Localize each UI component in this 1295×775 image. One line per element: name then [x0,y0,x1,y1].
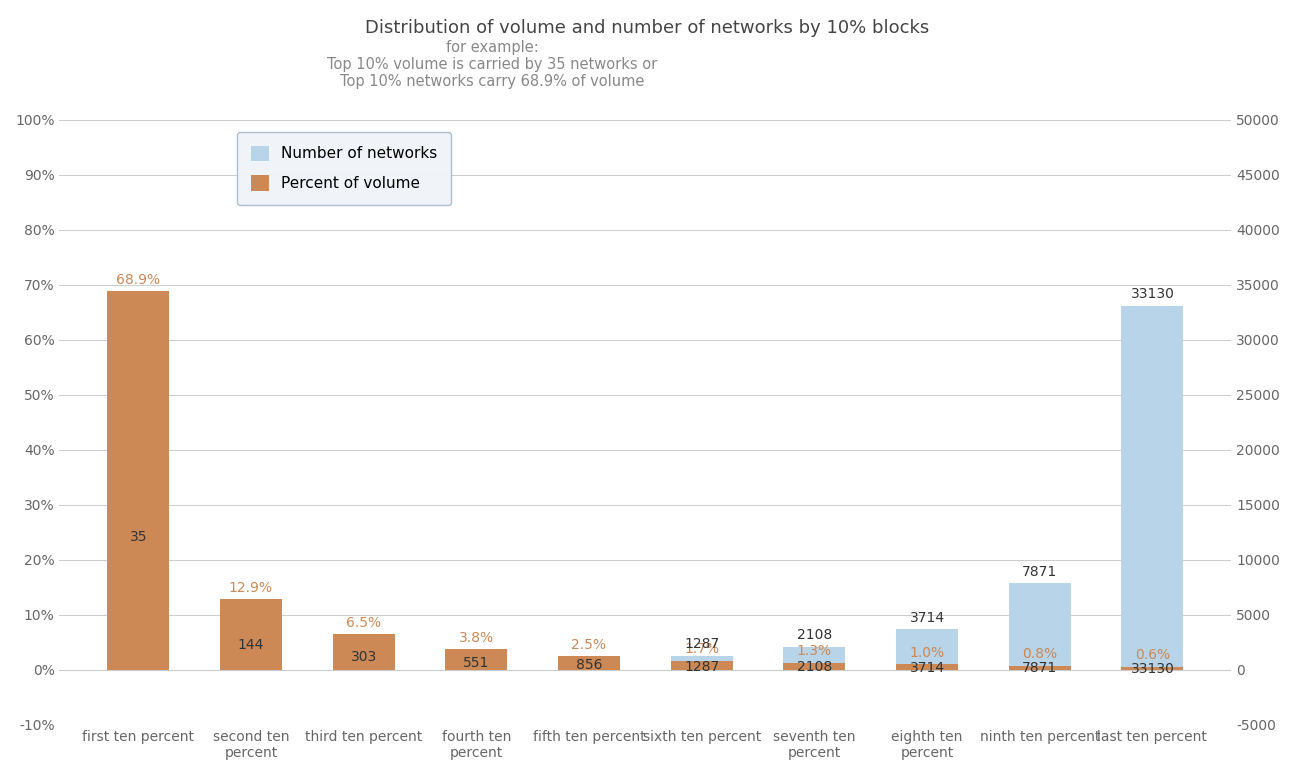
Text: 3714: 3714 [909,611,944,625]
Bar [1009,584,1071,670]
Text: 0.8%: 0.8% [1022,647,1057,661]
Text: 1287: 1287 [684,660,719,673]
Text: 7871: 7871 [1022,565,1057,579]
Legend: Number of networks, Percent of volume: Number of networks, Percent of volume [237,132,451,205]
Bar [333,634,395,670]
Text: 2.5%: 2.5% [571,638,606,652]
Text: 2108: 2108 [796,629,831,642]
Bar [671,656,733,670]
Text: 68.9%: 68.9% [117,273,161,287]
Bar [558,656,620,670]
Text: 7871: 7871 [1022,661,1057,675]
Text: 551: 551 [464,656,490,670]
Bar [783,663,846,670]
Bar [896,664,958,670]
Bar [1009,666,1071,670]
Bar [333,666,395,670]
Bar [783,647,846,670]
Bar [220,599,282,670]
Bar [445,649,508,670]
Bar [1121,305,1184,670]
Text: 1287: 1287 [684,637,719,652]
Text: 3714: 3714 [909,661,944,675]
Text: 303: 303 [351,650,377,664]
Text: Distribution of volume and number of networks by 10% blocks: Distribution of volume and number of net… [365,19,930,37]
Text: 0.6%: 0.6% [1134,648,1169,663]
Bar [671,660,733,670]
Text: 856: 856 [576,658,602,672]
Text: 12.9%: 12.9% [229,580,273,594]
Text: Top 10% networks carry 68.9% of volume: Top 10% networks carry 68.9% of volume [339,74,645,89]
Text: 1.3%: 1.3% [796,644,831,659]
Text: 1.7%: 1.7% [684,642,719,656]
Bar [220,668,282,670]
Text: 6.5%: 6.5% [346,616,381,630]
Bar [896,629,958,670]
Text: Top 10% volume is carried by 35 networks or: Top 10% volume is carried by 35 networks… [326,57,658,72]
Text: 144: 144 [238,638,264,652]
Text: 33130: 33130 [1131,288,1175,301]
Text: 1.0%: 1.0% [909,646,944,660]
Text: for example:: for example: [445,40,539,55]
Text: 33130: 33130 [1131,662,1175,676]
Text: 35: 35 [130,530,148,544]
Bar [1121,666,1184,670]
Text: 2108: 2108 [796,660,831,674]
Bar [558,660,620,670]
Text: 3.8%: 3.8% [458,631,493,645]
Bar [107,291,170,670]
Bar [445,664,508,670]
